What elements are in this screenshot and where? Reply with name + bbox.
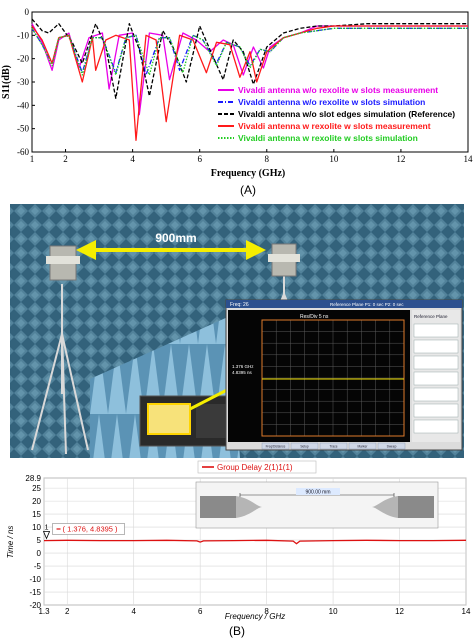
s11-series-line xyxy=(31,25,468,141)
gd-y-tick-label: -5 xyxy=(34,562,42,571)
inset-right-antenna xyxy=(398,496,434,518)
gd-x-tick-label: 4 xyxy=(131,607,136,616)
screen-marker-freq: 1.376 GHz xyxy=(232,364,254,369)
s11-x-tick-label: 4 xyxy=(130,154,135,164)
gd-y-tick-label: 5 xyxy=(37,536,42,545)
panel-a-label: (A) xyxy=(240,183,256,197)
gd-legend-label: Group Delay 2(1)1(1) xyxy=(217,463,293,472)
s11-y-tick-label: -20 xyxy=(17,54,29,64)
screen-bottom-tab-label: Trace xyxy=(329,445,337,449)
gd-x-tick-label: 6 xyxy=(198,607,203,616)
gd-marker-number: 1 xyxy=(45,524,49,531)
screen-bottom-tab xyxy=(319,442,348,450)
screen-bottom-tab xyxy=(377,442,406,450)
group-delay-chart: 1.3 2 4 6 8 10 12 14 28.925 20 15 10 5 0 -5 -10 -15 -20 9… xyxy=(6,460,471,638)
screen-side-button xyxy=(413,323,459,338)
gd-x-tick-label: 2 xyxy=(65,607,70,616)
s11-legend-label: Vivaldi antenna w/o rexolite w slots mea… xyxy=(238,85,438,95)
s11-x-tick-label: 14 xyxy=(464,154,474,164)
s11-x-tick-label: 1 xyxy=(30,154,35,164)
s11-y-tick-label: -60 xyxy=(17,147,29,157)
s11-legend-label: Vivaldi antenna w/o slot edges simulatio… xyxy=(238,109,455,119)
measurement-setup-photo: 900mm Freq: 26 Reference Plane P1: 0 sec… xyxy=(10,204,464,458)
screen-scale-label: Res/Div 5 ns xyxy=(300,314,329,320)
gd-y-tick-label: -20 xyxy=(29,601,41,610)
distance-label: 900mm xyxy=(155,231,196,245)
gd-y-tick-label: 28.9 xyxy=(25,474,41,483)
screen-bottom-tab xyxy=(348,442,377,450)
s11-x-tick-label: 10 xyxy=(329,154,339,164)
gd-y-tick-label: 20 xyxy=(32,497,41,506)
gd-marker-triangle xyxy=(42,531,51,540)
analyzer-screen-zoom: Freq: 26 Reference Plane P1: 0 sec P2: 0… xyxy=(225,299,463,451)
panel-b-label: (B) xyxy=(229,624,245,638)
s11-x-tick-label: 6 xyxy=(197,154,202,164)
gd-marker-box xyxy=(52,523,125,535)
gd-x-tick-label: 14 xyxy=(462,607,471,616)
left-antenna xyxy=(46,245,80,281)
screen-side-button xyxy=(413,387,459,402)
s11-y-tick-label: -10 xyxy=(17,30,29,40)
screen-bottom-tab-label: Freq/Distance xyxy=(266,445,286,449)
s11-y-tick-label: -30 xyxy=(17,77,29,87)
gd-marker-readout: ( 1.376, 4.8395 ) xyxy=(63,524,119,533)
screen-side-button xyxy=(413,339,459,354)
s11-x-tick-label: 12 xyxy=(396,154,405,164)
screen-marker-delay: 4.8395 ns xyxy=(232,370,253,375)
gd-legend: Group Delay 2(1)1(1) xyxy=(197,460,317,474)
s11-legend-label: Vivaldi antenna w rexolite w slots simul… xyxy=(238,133,418,143)
screen-side-button xyxy=(413,371,459,386)
screen-side-button xyxy=(413,403,459,418)
s11-axis-ticks: 1 2 4 6 8 10 12 140-10-20-30-40-50-60 xyxy=(17,7,473,164)
s11-y-axis-label: S11(dB) xyxy=(1,65,12,99)
gd-series-group xyxy=(43,539,467,545)
screen-bottom-tab xyxy=(290,442,319,450)
gd-axis-ticks: 1.3 2 4 6 8 10 12 14 28.925 20 15 10 5 0 -5 -10 -15 -20 xyxy=(25,474,471,616)
screen-header-right: Reference Plane P1: 0 sec P2: 0 sec xyxy=(330,302,404,307)
gd-y-tick-label: 15 xyxy=(32,510,41,519)
screen-bottom-tab xyxy=(261,442,290,450)
screen-side-button xyxy=(413,419,459,434)
screen-bottom-tab-label: Sweep xyxy=(387,445,397,449)
left-tripod xyxy=(31,284,89,455)
gd-y-tick-label: 0 xyxy=(37,549,42,558)
s11-x-axis-label: Frequency (GHz) xyxy=(211,168,286,179)
screen-side-menu-title: Reference Plane xyxy=(414,314,448,319)
inset-distance-label: 900.00 mm xyxy=(305,490,330,496)
vector-network-analyzer xyxy=(139,395,237,447)
setup-inset-diagram: 900.00 mm xyxy=(195,481,439,529)
gd-x-tick-label: 8 xyxy=(264,607,269,616)
s11-series-line xyxy=(31,23,468,116)
inset-left-antenna xyxy=(200,496,236,518)
gd-y-axis-label: Time / ns xyxy=(6,526,15,559)
gd-x-tick-label: 1.3 xyxy=(38,607,50,616)
s11-y-tick-label: -50 xyxy=(17,124,29,134)
s11-series-line xyxy=(31,18,468,99)
gd-series-line xyxy=(43,539,467,545)
gd-x-tick-label: 12 xyxy=(395,607,404,616)
screen-bottom-tab-label: Marker xyxy=(358,445,369,449)
gd-x-tick-label: 10 xyxy=(329,607,338,616)
gd-y-tick-label: 10 xyxy=(32,523,41,532)
s11-x-tick-label: 8 xyxy=(265,154,270,164)
s11-series-group xyxy=(31,18,468,141)
screen-bottom-tab-label: Setup xyxy=(300,445,309,449)
s11-x-tick-label: 2 xyxy=(63,154,68,164)
s11-legend-label: Vivaldi antenna w/o rexolite w slots sim… xyxy=(238,97,425,107)
gd-y-tick-label: -10 xyxy=(29,575,41,584)
s11-legend-label: Vivaldi antenna w rexolite w slots measu… xyxy=(238,121,431,131)
s11-y-tick-label: 0 xyxy=(25,7,30,17)
gd-marker: 1 ( 1.376, 4.8395 ) xyxy=(42,523,125,540)
screen-header-left: Freq: 26 xyxy=(230,302,249,308)
gd-y-tick-label: -15 xyxy=(29,588,41,597)
gd-x-axis-label: Frequency / GHz xyxy=(225,612,285,621)
s11-legend: Vivaldi antenna w/o rexolite w slots mea… xyxy=(214,84,462,146)
right-antenna xyxy=(268,243,300,277)
s11-chart: 1 2 4 6 8 10 12 140-10-20-30-40-50-60 Vivaldi a… xyxy=(1,7,473,197)
screen-side-button xyxy=(413,355,459,370)
gd-y-tick-label: 25 xyxy=(32,484,41,493)
s11-y-tick-label: -40 xyxy=(17,100,29,110)
s11-series-line xyxy=(31,27,468,76)
